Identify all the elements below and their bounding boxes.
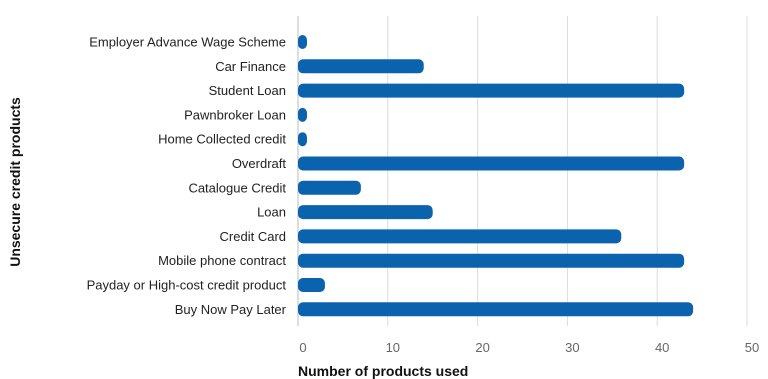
- x-tick-label: 50: [745, 340, 759, 355]
- category-label: Loan: [257, 205, 286, 220]
- category-label: Home Collected credit: [158, 132, 286, 147]
- bar: [298, 253, 685, 268]
- bar: [298, 107, 307, 122]
- x-tick-label: 0: [299, 340, 306, 355]
- category-label: Buy Now Pay Later: [175, 302, 287, 317]
- category-label: Car Finance: [215, 59, 286, 74]
- category-label: Payday or High-cost credit product: [87, 278, 287, 293]
- x-tick-label: 30: [565, 340, 579, 355]
- bar: [298, 83, 685, 98]
- bar: [298, 59, 424, 74]
- bars: [298, 35, 694, 317]
- bar: [298, 278, 325, 292]
- x-tick-label: 40: [655, 340, 669, 355]
- category-label: Overdraft: [232, 156, 287, 171]
- category-labels: Employer Advance Wage Scheme Car Finance S…: [87, 35, 287, 317]
- bar: [298, 35, 307, 49]
- x-axis-title: Number of products used: [298, 363, 468, 379]
- x-tick-label: 20: [475, 340, 489, 355]
- category-label: Mobile phone contract: [158, 253, 286, 268]
- bar: [298, 302, 694, 317]
- category-label: Credit Card: [220, 229, 286, 244]
- category-label: Student Loan: [209, 83, 286, 98]
- category-label: Employer Advance Wage Scheme: [89, 35, 286, 50]
- category-label: Catalogue Credit: [188, 180, 286, 195]
- bar: [298, 229, 622, 244]
- x-tick-labels: 0 10 20 30 40 50: [299, 340, 759, 355]
- x-tick-label: 10: [386, 340, 400, 355]
- bar: [298, 132, 307, 147]
- bar: [298, 205, 433, 220]
- category-label: Pawnbroker Loan: [184, 107, 286, 122]
- bar: [298, 156, 685, 171]
- bar: [298, 180, 361, 195]
- y-axis-title: Unsecure credit products: [7, 97, 23, 267]
